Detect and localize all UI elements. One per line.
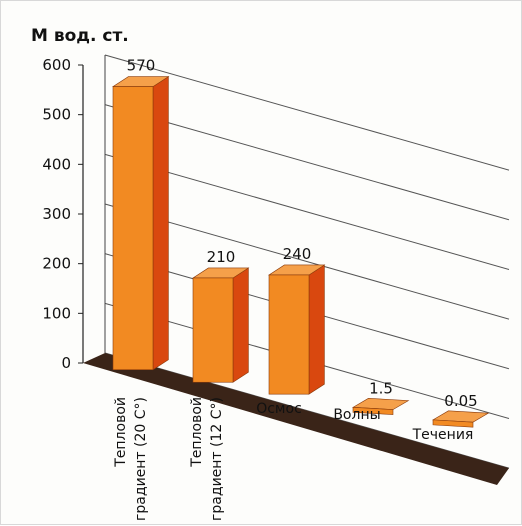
bar bbox=[431, 410, 490, 428]
y-tick-label: 300 bbox=[42, 205, 71, 223]
data-label: 240 bbox=[283, 245, 312, 263]
y-tick-label: 0 bbox=[61, 354, 71, 372]
y-tick-label: 400 bbox=[42, 155, 71, 173]
data-label: 570 bbox=[127, 57, 156, 75]
y-axis-label: М вод. ст. bbox=[31, 26, 129, 46]
data-labels: 570 210 240 1.5 0.05 bbox=[127, 57, 478, 410]
bar bbox=[351, 398, 410, 415]
data-label: 210 bbox=[207, 248, 236, 266]
floor-plane bbox=[83, 353, 509, 485]
bar bbox=[111, 76, 170, 371]
category-label: Тепловой градиент (20 С°) bbox=[113, 397, 149, 521]
y-tick-label: 500 bbox=[42, 106, 71, 124]
data-label: 0.05 bbox=[444, 392, 477, 410]
gridline bbox=[104, 203, 510, 320]
bar-slab-front bbox=[352, 407, 394, 415]
gridline bbox=[104, 104, 510, 221]
bar-slab-front bbox=[432, 419, 474, 428]
category-label-line: градиент (12 С°) bbox=[209, 397, 225, 521]
category-label: Осмос bbox=[256, 401, 302, 417]
category-label-line: Тепловой bbox=[113, 397, 129, 468]
gridline bbox=[104, 54, 510, 171]
bar-front bbox=[112, 86, 154, 371]
bar-side bbox=[232, 267, 249, 383]
chart-floor bbox=[83, 353, 509, 485]
y-tick-label: 200 bbox=[42, 255, 71, 273]
bar-side bbox=[308, 264, 325, 395]
category-labels: Тепловой градиент (20 С°) Тепловой градиент… bbox=[113, 397, 473, 521]
bar bbox=[191, 267, 250, 383]
data-label: 1.5 bbox=[369, 379, 393, 397]
y-axis: 0 100 200 300 400 500 600 bbox=[42, 56, 84, 372]
bar bbox=[267, 264, 326, 395]
y-tick-label: 100 bbox=[42, 304, 71, 322]
category-label-line: Тепловой bbox=[189, 397, 205, 468]
bar-front bbox=[192, 277, 234, 383]
gridline bbox=[104, 153, 510, 270]
bar-front bbox=[268, 274, 310, 395]
y-tick-label: 600 bbox=[42, 56, 71, 74]
category-label: Тепловой градиент (12 С°) bbox=[189, 397, 225, 521]
bars bbox=[111, 76, 490, 428]
category-label: Волны bbox=[333, 407, 380, 423]
bar-side bbox=[152, 76, 169, 371]
category-label-line: градиент (20 С°) bbox=[133, 397, 149, 521]
category-label: Течения bbox=[412, 427, 474, 443]
